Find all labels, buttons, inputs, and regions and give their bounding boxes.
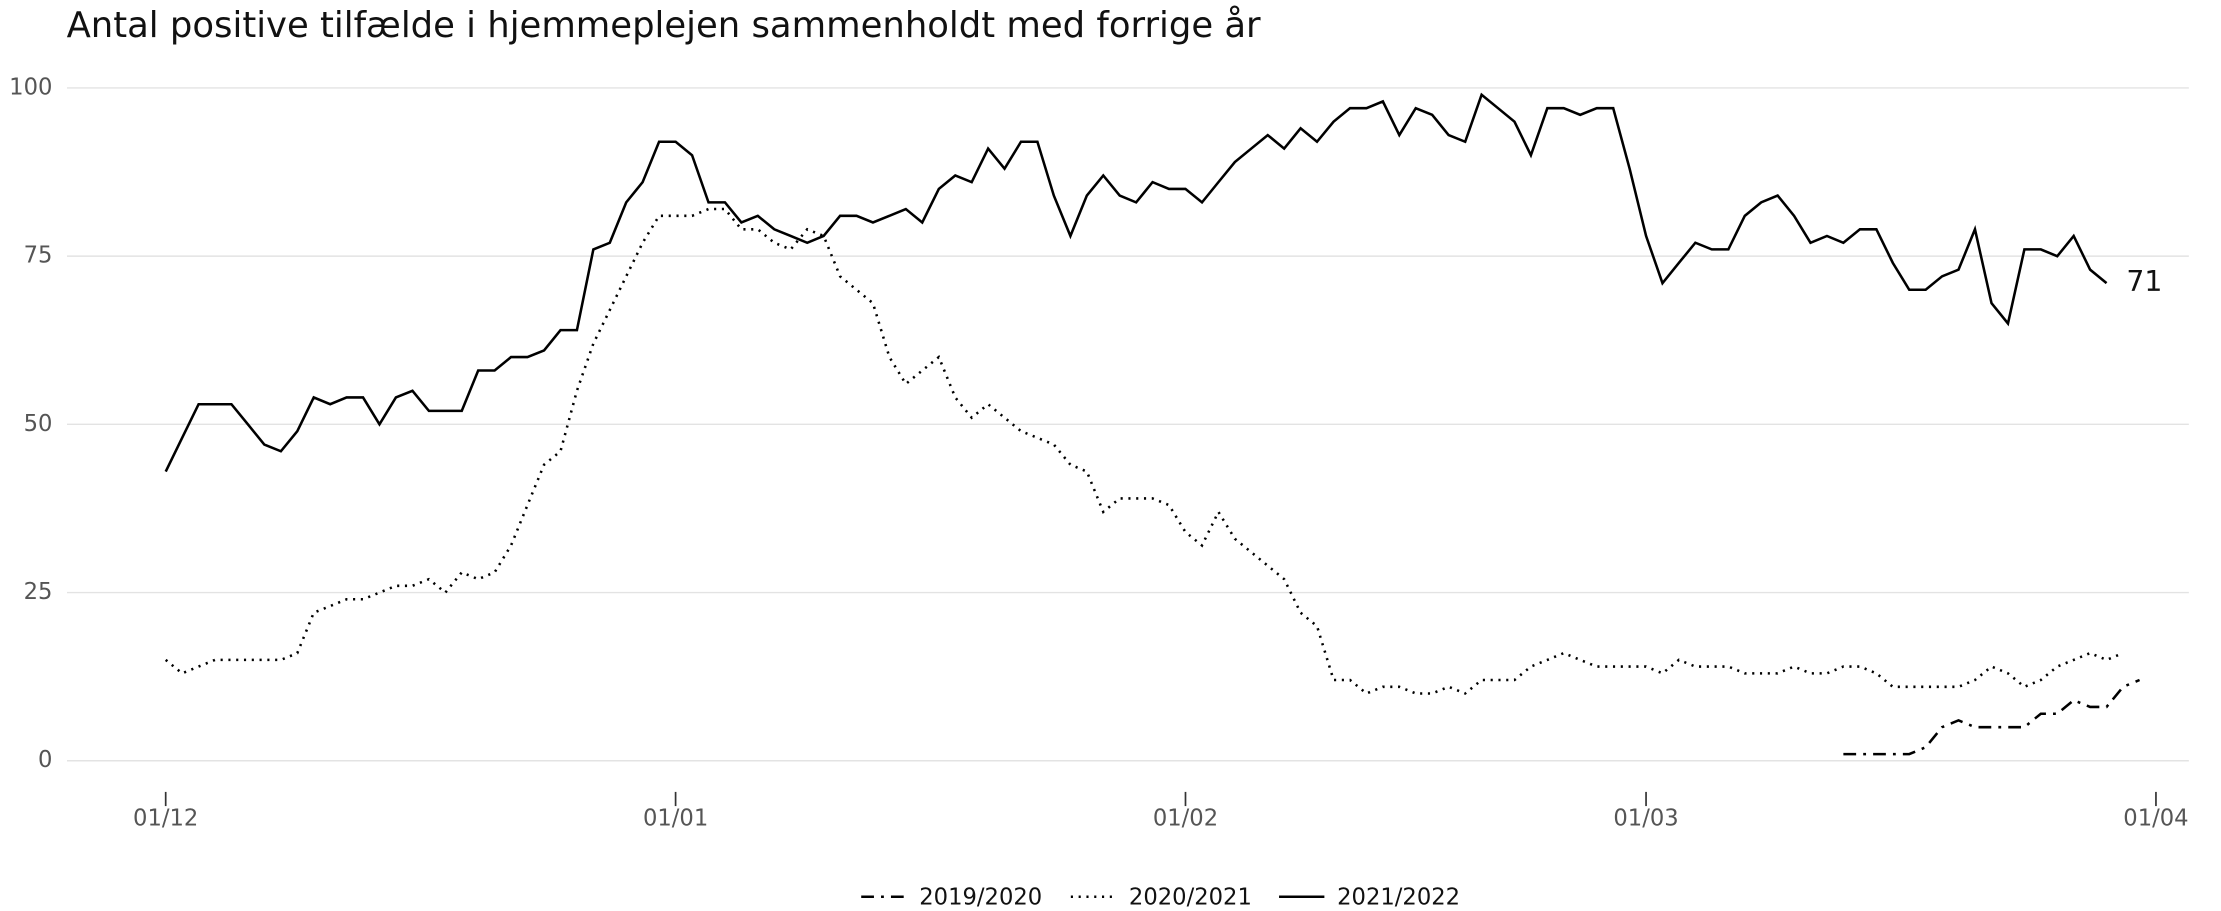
series-line [164,92,2108,473]
y-tick-label: 75 [24,243,53,269]
y-tick-label: 50 [24,411,53,437]
annotation: 71 [2126,265,2162,298]
x-tick-label: 01/03 [1613,805,1678,831]
grid [66,87,2189,762]
y-tick-label: 100 [9,74,52,100]
legend-label: 2019/2020 [919,885,1042,911]
y-tick-label: 0 [38,747,52,773]
series-line [164,207,2124,695]
legend-label: 2021/2022 [1337,885,1460,911]
y-tick-label: 25 [24,579,53,605]
x-tick-label: 01/12 [133,805,198,831]
x-tick-label: 01/04 [2123,805,2188,831]
series-line [1843,678,2141,756]
chart-title: Antal positive tilfælde i hjemmeplejen s… [67,5,1261,46]
x-tick-label: 01/01 [643,805,708,831]
legend-label: 2020/2021 [1129,885,1252,911]
x-tick-label: 01/02 [1153,805,1218,831]
plot [164,92,2141,756]
